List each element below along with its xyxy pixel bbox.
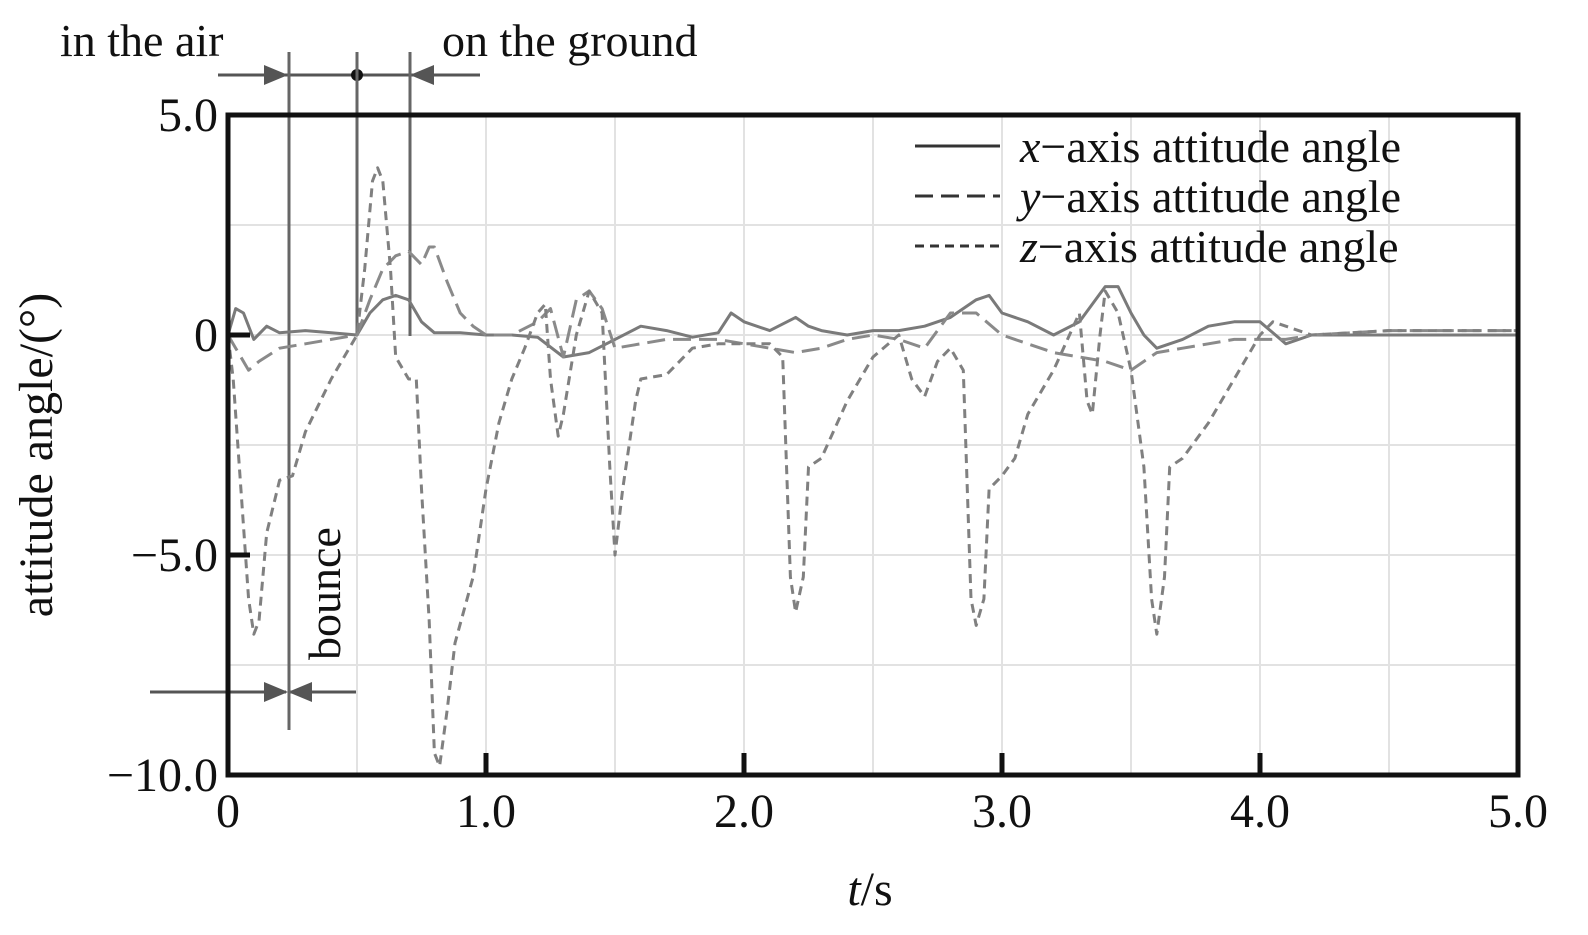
y-tick-label: −5.0 [131, 529, 218, 582]
x-axis-title: t/s [847, 863, 892, 916]
series-line-y-axis [226, 245, 1518, 372]
series [226, 166, 1518, 768]
x-tick-label: 0 [216, 785, 240, 838]
annotation-bounce: bounce [299, 527, 350, 660]
y-tick-label: 0 [194, 309, 218, 362]
x-tick-label: 5.0 [1488, 785, 1548, 838]
x-tick-label: 3.0 [972, 785, 1032, 838]
y-axis-title: attitude angle/(°) [10, 293, 63, 617]
x-tick-label: 1.0 [456, 785, 516, 838]
y-tick-label: 5.0 [158, 89, 218, 142]
legend-label-z-axis: z−axis attitude angle [1019, 221, 1399, 272]
series-line-z-axis [226, 166, 1518, 768]
annotation-in-the-air: in the air [60, 15, 224, 66]
x-axis-title-unit: /s [861, 863, 893, 916]
series-line-x-axis [226, 285, 1518, 359]
phase-annotations: in the air on the ground bounce [60, 15, 698, 730]
axis-ticks: 0 1.0 2.0 3.0 4.0 5.0 5.0 0 −5.0 −10.0 [107, 89, 1548, 838]
plot-frame [225, 112, 1521, 778]
legend-label-x-axis: x−axis attitude angle [1019, 121, 1401, 172]
annotation-on-the-ground: on the ground [442, 15, 698, 66]
x-tick-label: 4.0 [1230, 785, 1290, 838]
grid [228, 115, 1518, 775]
x-axis-title-var: t [847, 863, 862, 916]
y-tick-label: −10.0 [107, 749, 218, 802]
x-tick-label: 2.0 [714, 785, 774, 838]
legend-label-y-axis: y−axis attitude angle [1016, 171, 1401, 222]
